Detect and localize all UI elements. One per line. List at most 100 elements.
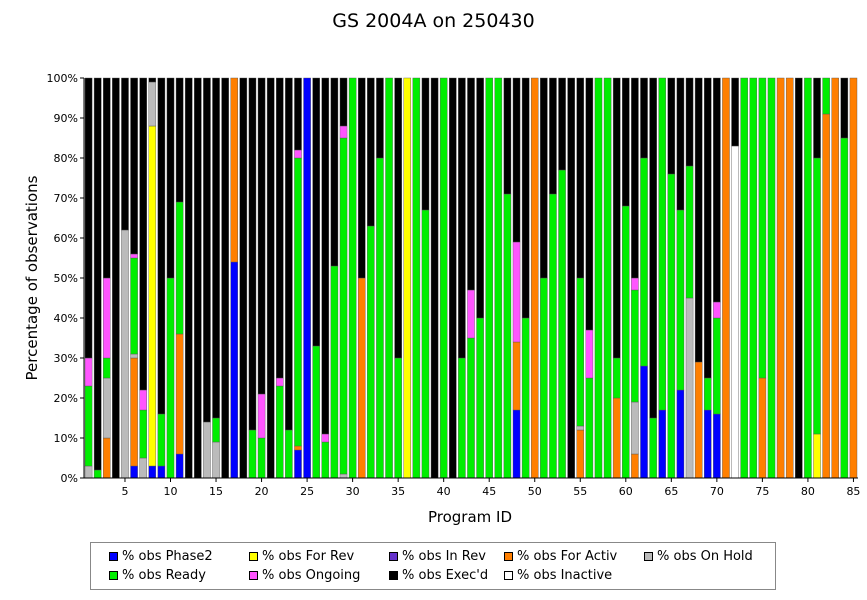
- bar-segment-execd-program-51: [540, 77, 548, 279]
- bar-segment-onhold-program-15: [212, 441, 220, 479]
- bar-segment-ready-program-65: [667, 173, 676, 479]
- bar-segment-execd-program-56: [585, 77, 594, 331]
- bar-segment-execd-program-16: [221, 77, 229, 479]
- bar-segment-execd-program-79: [795, 77, 803, 479]
- x-tick-label: 10: [164, 485, 178, 498]
- bar-segment-foractiv-program-24: [294, 445, 302, 451]
- bar-segment-ongoing-program-22: [276, 377, 284, 387]
- bar-segment-ready-program-32: [367, 225, 375, 479]
- bar-segment-execd-program-23: [285, 77, 293, 431]
- x-tick-label: 45: [482, 485, 496, 498]
- bar-segment-execd-program-44: [476, 77, 484, 319]
- legend-label: % obs Ongoing: [262, 568, 361, 583]
- bar-segment-foractiv-program-85: [849, 77, 858, 479]
- bar-segment-execd-program-60: [622, 77, 630, 207]
- bar-segment-phase2-program-66: [676, 389, 685, 479]
- bar-segment-execd-program-69: [704, 77, 712, 379]
- bar-segment-ready-program-52: [549, 193, 557, 479]
- bar-segment-ready-program-33: [376, 157, 384, 479]
- bar-segment-forrev-program-8: [148, 125, 157, 467]
- bar-segment-ongoing-program-1: [84, 357, 93, 387]
- bar-segment-ready-program-76: [767, 77, 776, 479]
- bar-segment-ready-program-19: [248, 429, 257, 479]
- bar-segment-foractiv-program-11: [175, 333, 184, 455]
- bar-segment-forrev-program-36: [403, 77, 412, 479]
- bar-segment-ongoing-program-24: [294, 149, 302, 159]
- bar-segment-ready-program-26: [312, 345, 320, 479]
- bar-segment-execd-program-62: [640, 77, 648, 159]
- bar-segment-ready-program-29: [339, 137, 348, 475]
- bar-segment-onhold-program-67: [685, 297, 694, 479]
- chart-title: GS 2004A on 250430: [332, 10, 535, 32]
- bar-segment-execd-program-8: [148, 77, 157, 83]
- bar-segment-ready-program-3: [103, 357, 111, 379]
- bar-segment-execd-program-10: [166, 77, 175, 279]
- bar-segment-ready-program-30: [348, 77, 357, 479]
- bar-segment-inactive-program-72: [731, 145, 739, 479]
- bar-segment-execd-program-26: [312, 77, 320, 347]
- y-axis-label: Percentage of observations: [23, 175, 41, 380]
- bar-segment-ongoing-program-20: [257, 393, 266, 439]
- bar-segment-ready-program-11: [175, 201, 184, 335]
- bar-segment-phase2-program-48: [512, 409, 521, 479]
- bar-segment-ready-program-67: [685, 165, 694, 299]
- bar-segment-foractiv-program-31: [357, 277, 366, 479]
- y-tick-label: 0%: [61, 472, 78, 485]
- bar-segment-foractiv-program-17: [230, 77, 238, 263]
- bar-segment-execd-program-41: [449, 77, 457, 479]
- bar-segment-execd-program-7: [139, 77, 147, 391]
- bar-segment-foractiv-program-55: [576, 429, 585, 479]
- x-tick-label: 80: [801, 485, 815, 498]
- bar-segment-execd-program-20: [257, 77, 266, 395]
- bar-segment-execd-program-15: [212, 77, 220, 419]
- bar-segment-phase2-program-8: [148, 465, 157, 479]
- legend-label: % obs Exec'd: [402, 568, 489, 583]
- bar-segment-ongoing-program-43: [467, 289, 475, 339]
- bar-segment-execd-program-49: [521, 77, 530, 319]
- x-tick-label: 40: [437, 485, 451, 498]
- bar-segment-execd-program-53: [558, 77, 566, 171]
- bar-segment-execd-program-1: [84, 77, 93, 359]
- bar-segment-execd-program-14: [203, 77, 211, 423]
- bar-segment-ongoing-program-70: [713, 301, 721, 319]
- bar-segment-phase2-program-25: [303, 77, 311, 479]
- bar-segment-forrev-program-81: [813, 433, 821, 479]
- bar-segment-execd-program-3: [103, 77, 111, 279]
- bar-segment-execd-program-24: [294, 77, 302, 151]
- bar-segment-phase2-program-62: [640, 365, 648, 479]
- bar-segment-onhold-program-14: [203, 421, 211, 479]
- bar-segment-execd-program-18: [239, 77, 248, 479]
- bar-segment-ready-program-10: [166, 277, 175, 479]
- bar-segment-execd-program-42: [458, 77, 466, 359]
- bar-segment-execd-program-52: [549, 77, 557, 195]
- bar-segment-phase2-program-64: [658, 409, 666, 479]
- bar-segment-foractiv-program-82: [822, 113, 830, 479]
- bar-segment-execd-program-35: [394, 77, 402, 359]
- x-tick-label: 20: [255, 485, 269, 498]
- bar-segment-ongoing-program-48: [512, 241, 521, 343]
- bar-segment-ready-program-59: [612, 357, 621, 399]
- legend-label: % obs In Rev: [402, 549, 486, 564]
- bar-segment-ready-program-80: [804, 77, 812, 479]
- bar-segment-foractiv-program-78: [785, 77, 794, 479]
- bar-segment-foractiv-program-71: [722, 77, 730, 479]
- bar-segment-phase2-program-17: [230, 261, 238, 479]
- x-tick-label: 25: [300, 485, 314, 498]
- bar-segment-ready-program-7: [139, 409, 147, 459]
- bar-segment-onhold-program-3: [103, 377, 111, 439]
- bar-segment-ready-program-46: [494, 77, 503, 479]
- bar-segment-execd-program-13: [194, 77, 202, 479]
- bar-segment-execd-program-4: [112, 77, 120, 479]
- bar-segment-foractiv-program-48: [512, 341, 521, 411]
- bar-segment-ready-program-38: [421, 209, 430, 479]
- x-tick-label: 60: [619, 485, 633, 498]
- bar-segment-ready-program-28: [330, 265, 339, 479]
- bar-segment-ready-program-49: [521, 317, 530, 479]
- bar-segment-ready-program-82: [822, 77, 830, 115]
- bar-segment-ready-program-57: [594, 77, 603, 479]
- bar-segment-execd-program-2: [93, 77, 102, 471]
- bar-segment-phase2-program-24: [294, 449, 302, 479]
- bar-segment-execd-program-84: [840, 77, 849, 139]
- bar-segment-ready-program-42: [458, 357, 466, 479]
